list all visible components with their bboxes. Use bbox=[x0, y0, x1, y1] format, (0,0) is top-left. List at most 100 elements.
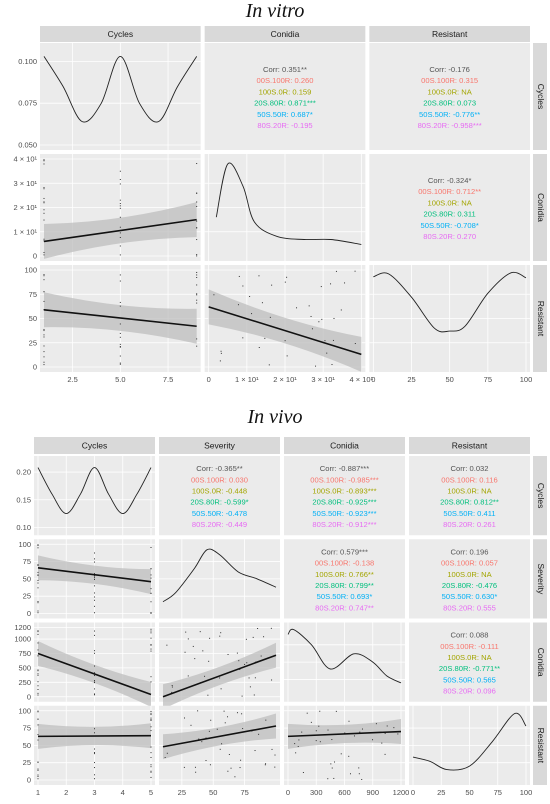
scatter-point bbox=[196, 302, 198, 304]
y-tick-label: 0.075 bbox=[18, 99, 37, 108]
scatter-point bbox=[209, 637, 211, 639]
y-tick-label: 25 bbox=[29, 338, 37, 347]
column-strip-label: Resistant bbox=[452, 441, 488, 451]
scatter-point bbox=[43, 361, 45, 363]
scatter-point bbox=[150, 726, 152, 728]
scatter-point bbox=[252, 636, 254, 638]
scatter-point bbox=[150, 710, 152, 712]
panel bbox=[159, 705, 280, 785]
scatter-point bbox=[324, 340, 326, 342]
scatter-point bbox=[43, 201, 45, 203]
scatter-point bbox=[310, 315, 312, 317]
scatter-point bbox=[94, 767, 95, 769]
scatter-point bbox=[213, 294, 215, 296]
correlation-text: 00S.100R: 0.057 bbox=[441, 559, 498, 568]
density-curve bbox=[215, 162, 362, 245]
x-tick-label: 75 bbox=[494, 788, 502, 797]
scatter-point bbox=[43, 334, 45, 336]
scatter-point bbox=[119, 170, 121, 172]
scatter-point bbox=[332, 339, 334, 341]
panel bbox=[369, 265, 530, 372]
correlation-text: 100S.0R: NA bbox=[428, 87, 473, 96]
row-strip bbox=[533, 705, 547, 785]
scatter-point bbox=[349, 773, 351, 775]
x-tick-label: 300 bbox=[310, 788, 323, 797]
scatter-point bbox=[43, 309, 45, 311]
scatter-point bbox=[216, 728, 218, 730]
scatter-point bbox=[94, 592, 95, 594]
density-curve bbox=[412, 712, 527, 771]
scatter-point bbox=[271, 284, 273, 286]
scatter-point bbox=[348, 720, 350, 722]
scatter-point bbox=[150, 681, 152, 683]
panel bbox=[204, 265, 366, 372]
scatter-point bbox=[196, 299, 198, 301]
scatter-point bbox=[306, 712, 308, 714]
scatter-point bbox=[150, 637, 152, 639]
panel-background bbox=[409, 622, 530, 702]
panel bbox=[284, 705, 405, 785]
scatter-point bbox=[94, 753, 95, 755]
scatter-point bbox=[258, 275, 260, 277]
scatter-point bbox=[37, 612, 39, 614]
scatter-point bbox=[150, 574, 152, 576]
scatter-point bbox=[37, 642, 39, 644]
scatter-point bbox=[94, 575, 95, 577]
scatter-point bbox=[119, 178, 121, 180]
scatter-point bbox=[330, 763, 332, 765]
y-tick-label: 1000 bbox=[14, 635, 31, 644]
scatter-point bbox=[150, 568, 152, 570]
scatter-point bbox=[37, 778, 39, 780]
scatter-point bbox=[196, 338, 198, 340]
scatter-point bbox=[192, 645, 194, 647]
y-tick-label: 25 bbox=[23, 758, 31, 767]
y-tick-label: 75 bbox=[23, 557, 31, 566]
scatter-point bbox=[238, 275, 240, 277]
scatter-point bbox=[227, 716, 229, 718]
scatter-point bbox=[43, 209, 45, 211]
scatter-point bbox=[196, 227, 198, 229]
scatter-point bbox=[150, 630, 152, 632]
regression-line bbox=[43, 308, 197, 328]
scatter-point bbox=[119, 305, 121, 307]
scatter-point bbox=[94, 552, 95, 554]
x-tick-label: 3 × 10¹ bbox=[311, 375, 335, 384]
scatter-point bbox=[150, 644, 152, 646]
scatter-point bbox=[37, 774, 39, 776]
scatter-point bbox=[269, 316, 271, 318]
scatter-point bbox=[297, 746, 299, 748]
panel bbox=[34, 456, 155, 536]
scatter-point bbox=[227, 770, 229, 772]
column-strip-label: Severity bbox=[204, 441, 235, 451]
correlation-text: Corr: 0.579*** bbox=[321, 547, 368, 556]
scatter-point bbox=[184, 651, 186, 653]
scatter-point bbox=[119, 199, 121, 201]
scatter-point bbox=[150, 776, 152, 778]
x-tick-label: 1 × 10¹ bbox=[235, 375, 259, 384]
scatter-point bbox=[43, 219, 45, 221]
correlation-text: 80S.20R: 0.096 bbox=[443, 687, 496, 696]
column-strip bbox=[40, 26, 201, 42]
panel bbox=[40, 265, 201, 372]
scatter-point bbox=[94, 652, 95, 654]
scatter-point bbox=[37, 670, 39, 672]
scatter-point bbox=[150, 611, 152, 613]
scatter-point bbox=[43, 254, 45, 256]
scatter-point bbox=[187, 675, 189, 677]
correlation-text: 100S.0R: 0.159 bbox=[259, 87, 312, 96]
scatter-point bbox=[94, 585, 95, 587]
scatter-point bbox=[333, 777, 335, 779]
scatter-point bbox=[37, 710, 39, 712]
scatter-point bbox=[94, 612, 95, 614]
scatter-point bbox=[271, 679, 273, 681]
scatter-point bbox=[334, 761, 336, 763]
correlation-text: 00S.100R: -0.111 bbox=[440, 642, 498, 651]
row-strip-label: Severity bbox=[536, 564, 546, 595]
scatter-point bbox=[150, 588, 152, 590]
scatter-point bbox=[119, 362, 121, 364]
regression-line bbox=[287, 730, 402, 738]
scatter-point bbox=[94, 688, 95, 690]
scatter-point bbox=[208, 660, 210, 662]
x-tick-label: 75 bbox=[484, 375, 492, 384]
